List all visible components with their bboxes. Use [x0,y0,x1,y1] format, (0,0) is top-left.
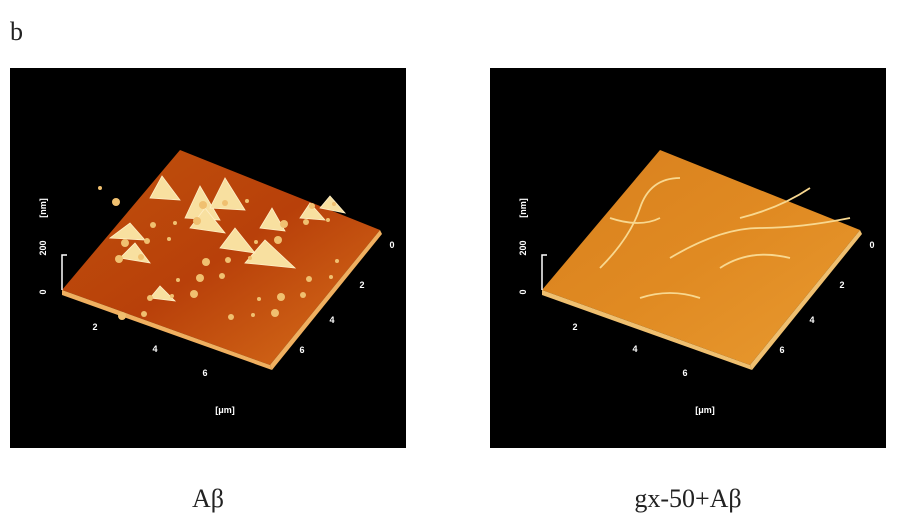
z-unit: [nm] [518,198,528,218]
x-tick-label: 4 [632,344,637,354]
grain [219,273,225,279]
y-tick-label: 6 [779,345,784,355]
afm-panel: [nm] 200 0 2 4 6 0 2 4 6 [μm] [490,68,886,448]
grain [326,218,330,222]
y-tick-label: 0 [869,240,874,250]
z-tick-label: 0 [518,289,528,294]
z-tick-label: 0 [38,289,48,294]
grain [274,236,282,244]
grain [248,256,252,260]
afm-panel: [nm] 200 0 2 4 6 0 2 4 6 [μm] [10,68,406,448]
grain [306,276,312,282]
z-tick-label: 200 [38,240,48,255]
grain [303,219,309,225]
grain [245,199,249,203]
grain [118,312,126,320]
y-tick-label: 4 [809,315,814,325]
grain [115,255,123,263]
grain [150,222,156,228]
y-tick-label: 2 [839,280,844,290]
grain [257,297,261,301]
x-tick-label: 4 [152,344,157,354]
grain [225,257,231,263]
grain [196,274,204,282]
grain [277,293,285,301]
grain [335,259,339,263]
grain [112,198,120,206]
grain [147,295,153,301]
x-tick-label: 2 [572,322,577,332]
grain [173,221,177,225]
grain [251,313,255,317]
y-tick-label: 2 [359,280,364,290]
z-unit: [nm] [38,198,48,218]
grain [199,201,207,209]
grain [141,311,147,317]
grain [167,237,171,241]
panel-label: b [10,17,23,46]
grain [280,220,288,228]
grain [332,202,336,206]
x-tick-label: 2 [92,322,97,332]
x-tick-label: 6 [682,368,687,378]
y-tick-label: 0 [389,240,394,250]
caption: gx-50+Aβ [634,484,741,513]
grain [176,278,180,282]
grain [329,275,333,279]
grain [228,314,234,320]
y-tick-label: 6 [299,345,304,355]
xy-unit: [μm] [695,405,715,415]
grain [190,290,198,298]
grain [193,217,201,225]
grain [271,309,279,317]
grain [98,186,102,190]
y-tick-label: 4 [329,315,334,325]
grain [222,200,228,206]
grain [202,258,210,266]
grain [300,292,306,298]
grain [170,294,174,298]
z-tick-label: 200 [518,240,528,255]
grain [309,203,315,209]
x-tick-label: 6 [202,368,207,378]
caption: Aβ [192,484,224,513]
grain [144,238,150,244]
figure: b [nm] 200 0 2 4 6 0 2 4 6 [μm] Aβ [nm] 200 0 2 4 6 0 2 4 6 [μ… [0,0,897,520]
xy-unit: [μm] [215,405,235,415]
grain [138,254,144,260]
grain [121,239,129,247]
grain [254,240,258,244]
